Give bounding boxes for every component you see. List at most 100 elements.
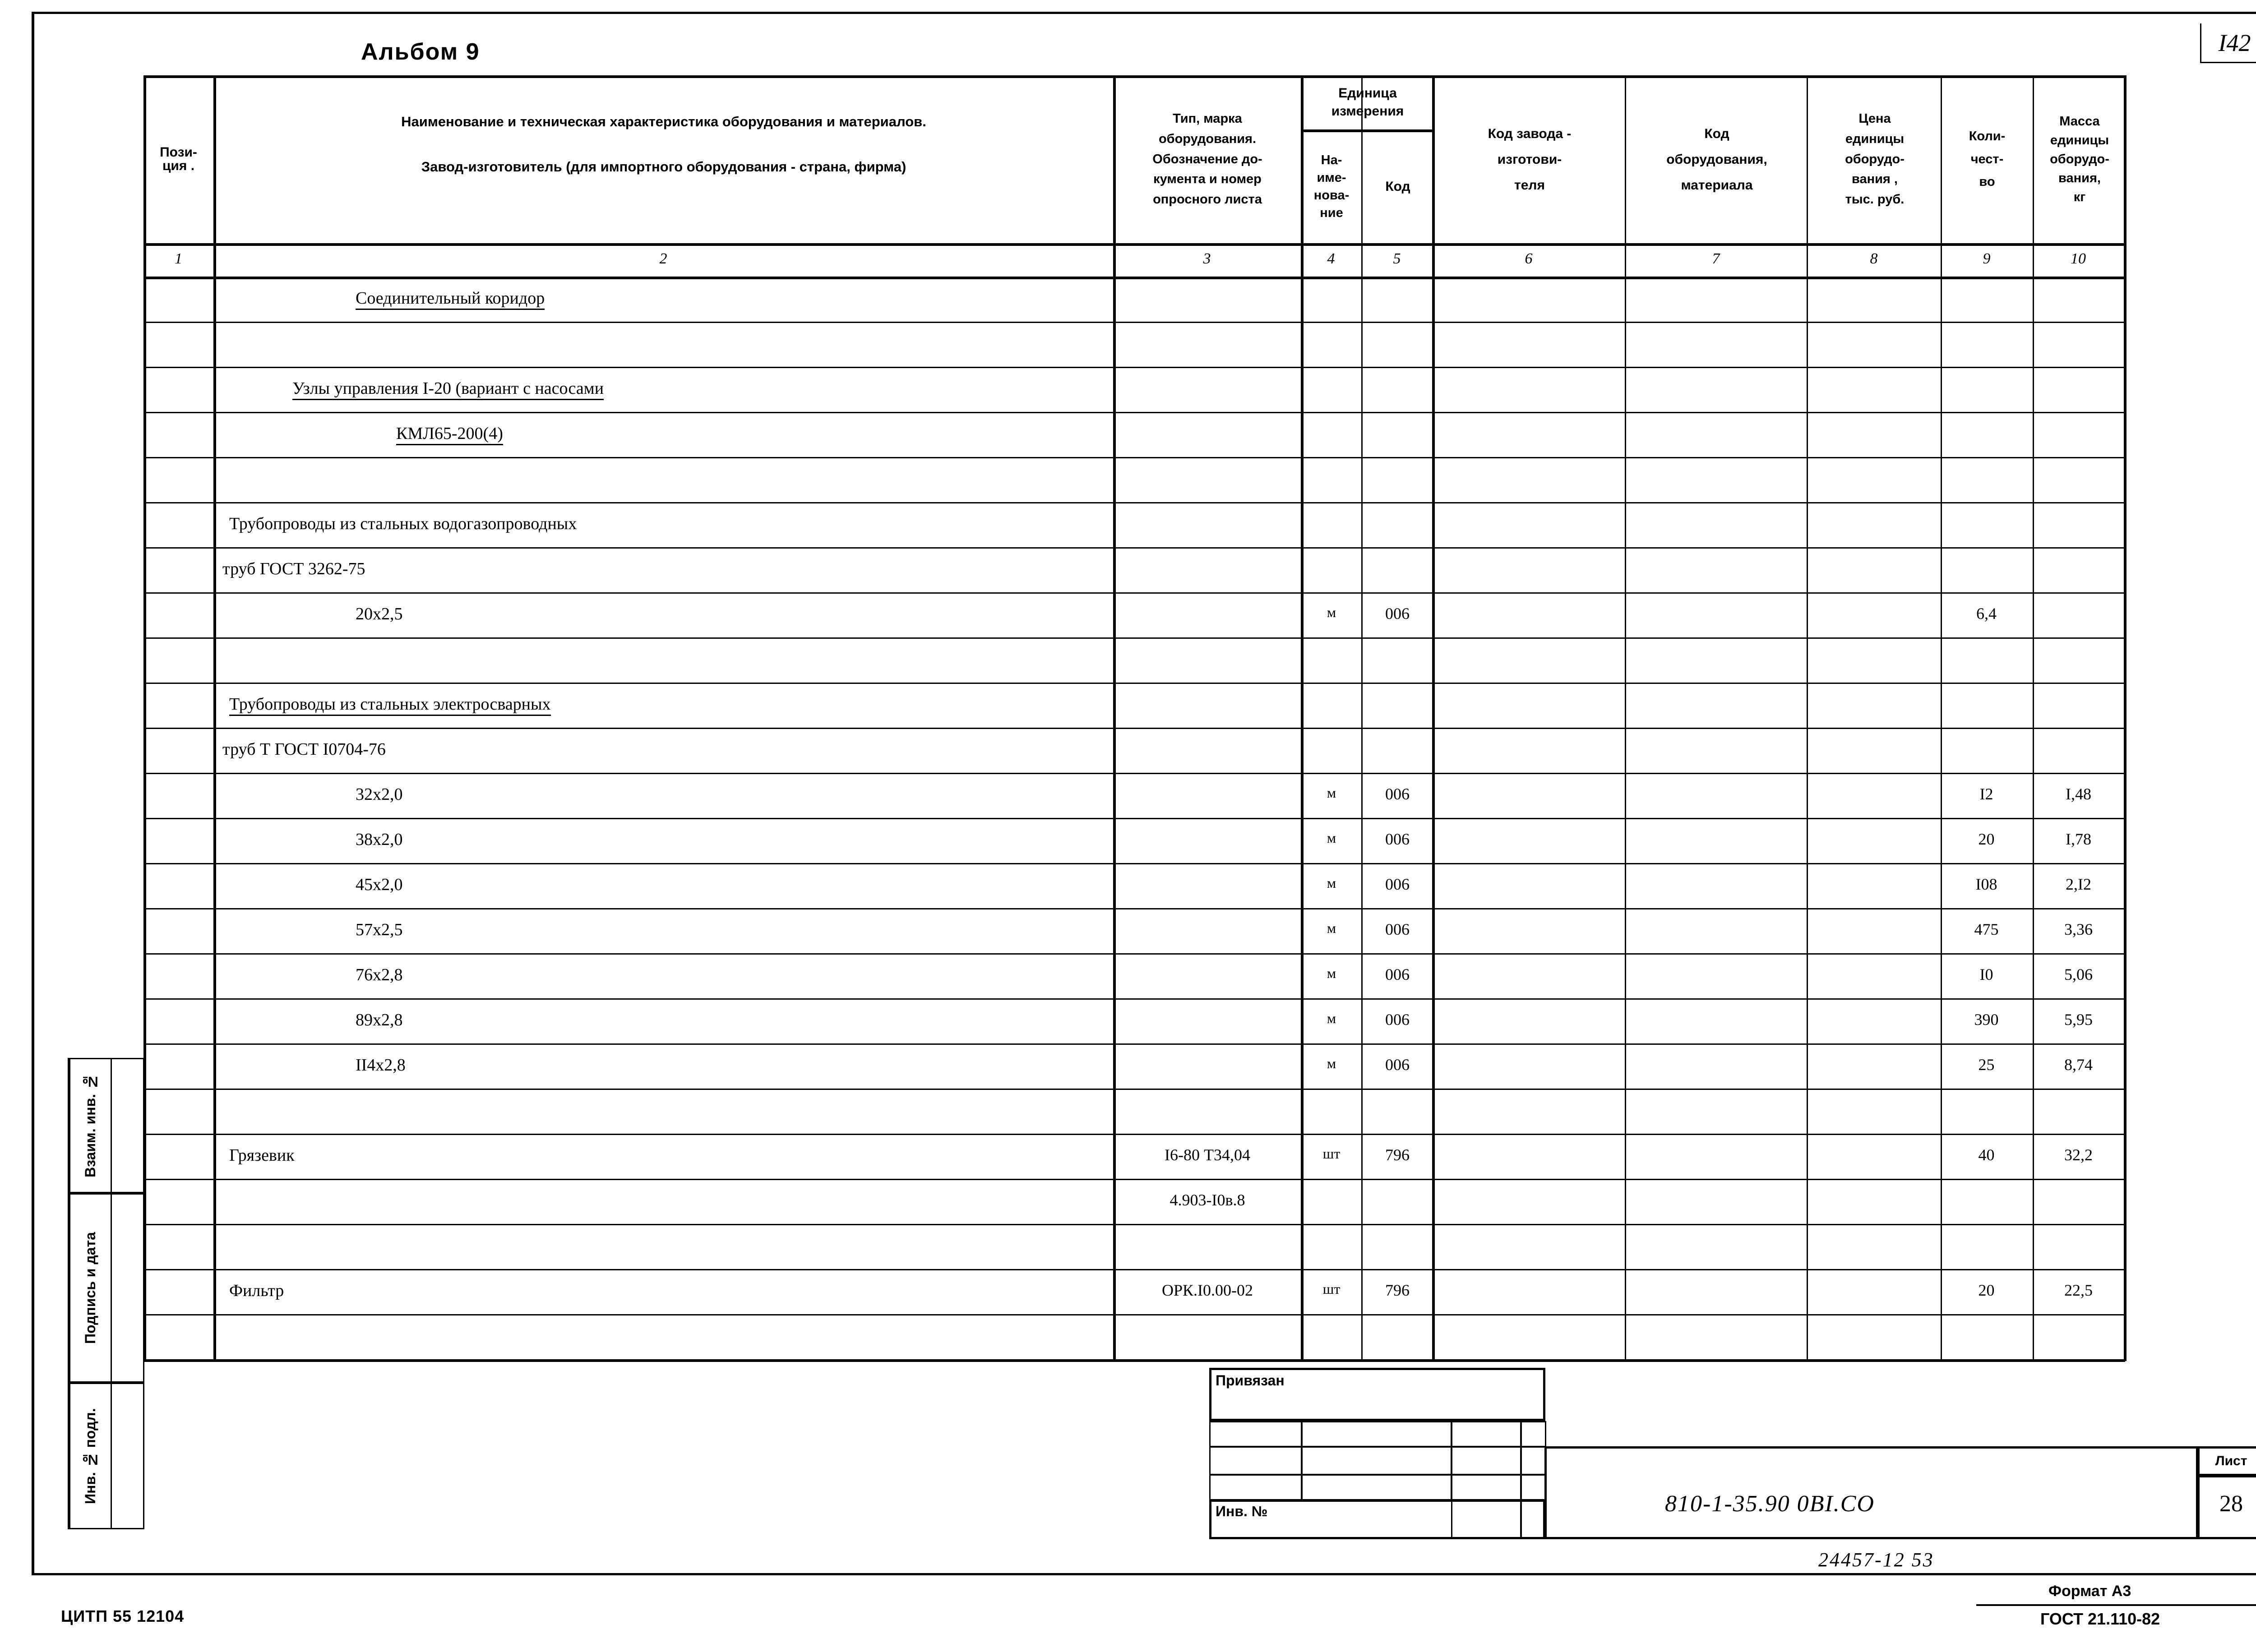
privyazan-box (1209, 1368, 1545, 1421)
inv-number-label: Инв. № (1216, 1503, 1268, 1519)
table-row-rule-23 (143, 1314, 2125, 1315)
cell-name-12: 38х2,0 (356, 830, 403, 849)
column-number-6: 6 (1525, 250, 1533, 267)
header-type-mark: Тип, марка оборудования. Обозначение до-… (1152, 111, 1262, 207)
table-row-rule-5 (143, 502, 2125, 503)
cell-quantity-14: 475 (1974, 920, 1999, 938)
column-number-3: 3 (1203, 250, 1211, 267)
cell-mass-15: 5,06 (2064, 965, 2093, 983)
cell-mass-12: I,78 (2066, 830, 2091, 848)
table-row-rule-21 (143, 1224, 2125, 1225)
titleblock-grid-r1c1 (1209, 1421, 1302, 1447)
cell-mass-17: 8,74 (2064, 1056, 2093, 1074)
cell-unit-code-16: 006 (1385, 1011, 1410, 1029)
cell-unit-12: м (1327, 830, 1336, 846)
table-column-rule-0 (143, 75, 146, 1361)
table-column-rule-8 (1941, 75, 1942, 1361)
cell-type-20: 4.903-I0в.8 (1170, 1191, 1245, 1209)
cell-unit-19: шт (1322, 1145, 1341, 1162)
titleblock-grid-r1c4 (1521, 1421, 1546, 1447)
cell-unit-14: м (1327, 920, 1336, 936)
cell-name-16: 89х2,8 (356, 1011, 403, 1029)
sheet-number-box (2197, 1475, 2256, 1539)
column-number-7: 7 (1712, 250, 1720, 267)
column-number-4: 4 (1327, 250, 1335, 267)
header-plant-code: Код завода - изготови- теля (1488, 126, 1572, 193)
cell-unit-code-17: 006 (1385, 1056, 1410, 1074)
header-unit-name: На- име- нова- ние (1313, 152, 1350, 221)
table-column-rule-1 (213, 75, 216, 1361)
table-row-rule-12 (143, 818, 2125, 819)
cell-unit-code-12: 006 (1385, 830, 1410, 848)
table-row-rule-8 (143, 637, 2125, 639)
table-column-rule-3 (1301, 75, 1304, 1361)
table-column-rule-6 (1625, 75, 1626, 1361)
cell-unit-15: м (1327, 965, 1336, 981)
titleblock-grid-r1c3 (1451, 1421, 1521, 1447)
cell-name-11: 32х2,0 (356, 785, 403, 804)
cell-name-2-text: Узлы управления I-20 (вариант с насосами (292, 379, 604, 400)
cell-name-22: Фильтр (229, 1281, 284, 1300)
cell-unit-code-13: 006 (1385, 875, 1410, 893)
table-row-rule-18 (143, 1089, 2125, 1090)
gost-footer-label: ГОСТ 21.110-82 (2040, 1610, 2160, 1628)
table-column-rule-2 (1113, 75, 1116, 1361)
cell-name-7: 20х2,5 (356, 605, 403, 623)
gost-footer-rule (1976, 1604, 2256, 1606)
cell-name-17: II4х2,8 (356, 1056, 406, 1075)
cell-type-22: ОРК.I0.00-02 (1161, 1281, 1253, 1299)
cell-unit-code-19: 796 (1385, 1146, 1410, 1164)
cell-unit-code-14: 006 (1385, 920, 1410, 938)
table-row-rule-14 (143, 908, 2125, 909)
cell-name-14: 57х2,5 (356, 920, 403, 939)
table-row-rule-16 (143, 998, 2125, 1000)
cell-mass-14: 3,36 (2064, 920, 2093, 938)
sub-code-annotation: 24457-12 53 (1818, 1549, 1934, 1571)
cell-mass-16: 5,95 (2064, 1011, 2093, 1029)
inv-number-box (1209, 1500, 1545, 1539)
sheet-number: 28 (2219, 1491, 2243, 1517)
header-unit-code: Код (1385, 179, 1410, 194)
table-row-rule-11 (143, 773, 2125, 774)
sheet-label-box (2197, 1446, 2256, 1476)
cell-unit-code-22: 796 (1385, 1281, 1410, 1299)
cell-name-13: 45х2,0 (356, 875, 403, 894)
cell-name-5: Трубопроводы из стальных водогазопроводн… (229, 514, 577, 533)
cell-mass-13: 2,I2 (2066, 875, 2091, 893)
citp-footer-label: ЦИТП 55 12104 (61, 1607, 185, 1625)
side-stamp-box-0: Взаим. инв. № (68, 1058, 144, 1193)
table-row-rule-2 (143, 367, 2125, 368)
table-row-rule-6 (143, 547, 2125, 549)
sheet-frame-left-band (32, 12, 34, 1575)
titleblock-grid-r3c2 (1301, 1474, 1452, 1500)
cell-unit-code-11: 006 (1385, 785, 1410, 803)
cell-unit-11: м (1327, 784, 1336, 801)
table-row-rule-13 (143, 863, 2125, 864)
table-column-rule-10 (2124, 75, 2127, 1361)
header-name-line2: Завод-изготовитель (для импортного обору… (421, 159, 906, 175)
cell-quantity-16: 390 (1974, 1011, 1999, 1029)
unit-group-rule (1301, 129, 1432, 132)
cell-quantity-13: I08 (1975, 875, 1997, 893)
column-number-bottom-rule (143, 277, 2125, 279)
titleblock-grid-r2c2 (1301, 1446, 1452, 1475)
titleblock-grid-r1c2 (1301, 1421, 1452, 1447)
cell-name-19: Грязевик (229, 1146, 295, 1165)
table-column-rule-5 (1432, 75, 1435, 1361)
side-stamp-divider-0 (111, 1059, 112, 1192)
header-bottom-rule (143, 243, 2125, 246)
header-quantity: Коли- чест- во (1969, 129, 2006, 189)
table-column-rule-7 (1807, 75, 1808, 1361)
table-row-rule-1 (143, 322, 2125, 323)
format-label: Формат А3 (2048, 1583, 2131, 1600)
table-row-rule-7 (143, 592, 2125, 594)
cell-name-10: труб Т ГОСТ I0704-76 (222, 740, 386, 759)
cell-quantity-12: 20 (1978, 830, 1995, 848)
titleblock-grid-r2c1 (1209, 1446, 1302, 1475)
column-number-1: 1 (175, 250, 182, 267)
cell-quantity-11: I2 (1979, 785, 1993, 803)
table-row-rule-20 (143, 1179, 2125, 1180)
titleblock-grid-r3c4 (1521, 1474, 1546, 1500)
specification-table: Пози- ция . Наименование и техническая х… (143, 75, 2127, 1362)
